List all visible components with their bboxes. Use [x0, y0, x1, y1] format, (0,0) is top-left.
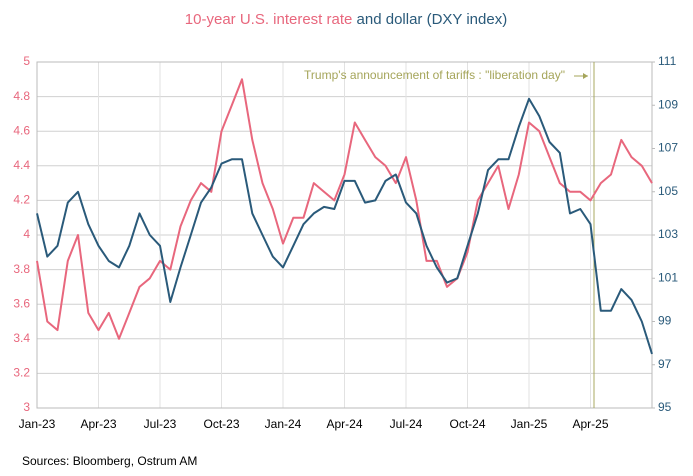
series-line — [36, 78, 653, 340]
y-tick-label: 4.4 — [13, 158, 30, 172]
y-tick-label: 3 — [23, 400, 30, 414]
y2-tick-label: 109 — [658, 97, 678, 111]
chart-title: 10-year U.S. interest rate and dollar (D… — [185, 11, 507, 28]
y2-tick-label: 111 — [658, 54, 677, 68]
title-part: 10-year U.S. interest rate — [185, 11, 353, 28]
y2-tick-label: 103 — [658, 227, 678, 241]
x-tick-label: Apr-25 — [572, 417, 608, 431]
x-tick-label: Apr-24 — [326, 417, 362, 431]
y-tick-label: 3.4 — [13, 331, 30, 345]
y-tick-label: 3.8 — [13, 262, 30, 276]
y2-tick-label: 95 — [658, 400, 672, 414]
source: Sources: Bloomberg, Ostrum AM — [22, 454, 197, 468]
title-part: and dollar (DXY index) — [357, 11, 508, 28]
y-tick-label: 4.6 — [13, 123, 30, 137]
x-tick-label: Jan-23 — [19, 417, 56, 431]
y-tick-label: 5 — [23, 54, 30, 68]
y2-tick-label: 107 — [658, 141, 678, 155]
y2-tick-label: 101 — [658, 270, 678, 284]
x-tick-label: Oct-23 — [203, 417, 239, 431]
x-tick-label: Jan-24 — [265, 417, 302, 431]
series-line — [36, 97, 653, 355]
annotation: Trump's announcement of tariffs : "liber… — [304, 68, 565, 82]
y-tick-label: 3.6 — [13, 296, 30, 310]
x-tick-label: Jul-23 — [144, 417, 177, 431]
y2-tick-label: 105 — [658, 184, 678, 198]
x-tick-label: Jan-25 — [511, 417, 548, 431]
x-tick-label: Oct-24 — [449, 417, 485, 431]
y-tick-label: 4 — [23, 227, 30, 241]
annotation-arrowhead — [583, 73, 588, 79]
x-tick-label: Jul-24 — [390, 417, 423, 431]
y2-tick-label: 99 — [658, 314, 672, 328]
y-tick-label: 4.8 — [13, 89, 30, 103]
x-tick-label: Apr-23 — [80, 417, 116, 431]
y-tick-label: 4.2 — [13, 193, 30, 207]
y-tick-label: 3.2 — [13, 366, 30, 380]
y2-tick-label: 97 — [658, 357, 672, 371]
